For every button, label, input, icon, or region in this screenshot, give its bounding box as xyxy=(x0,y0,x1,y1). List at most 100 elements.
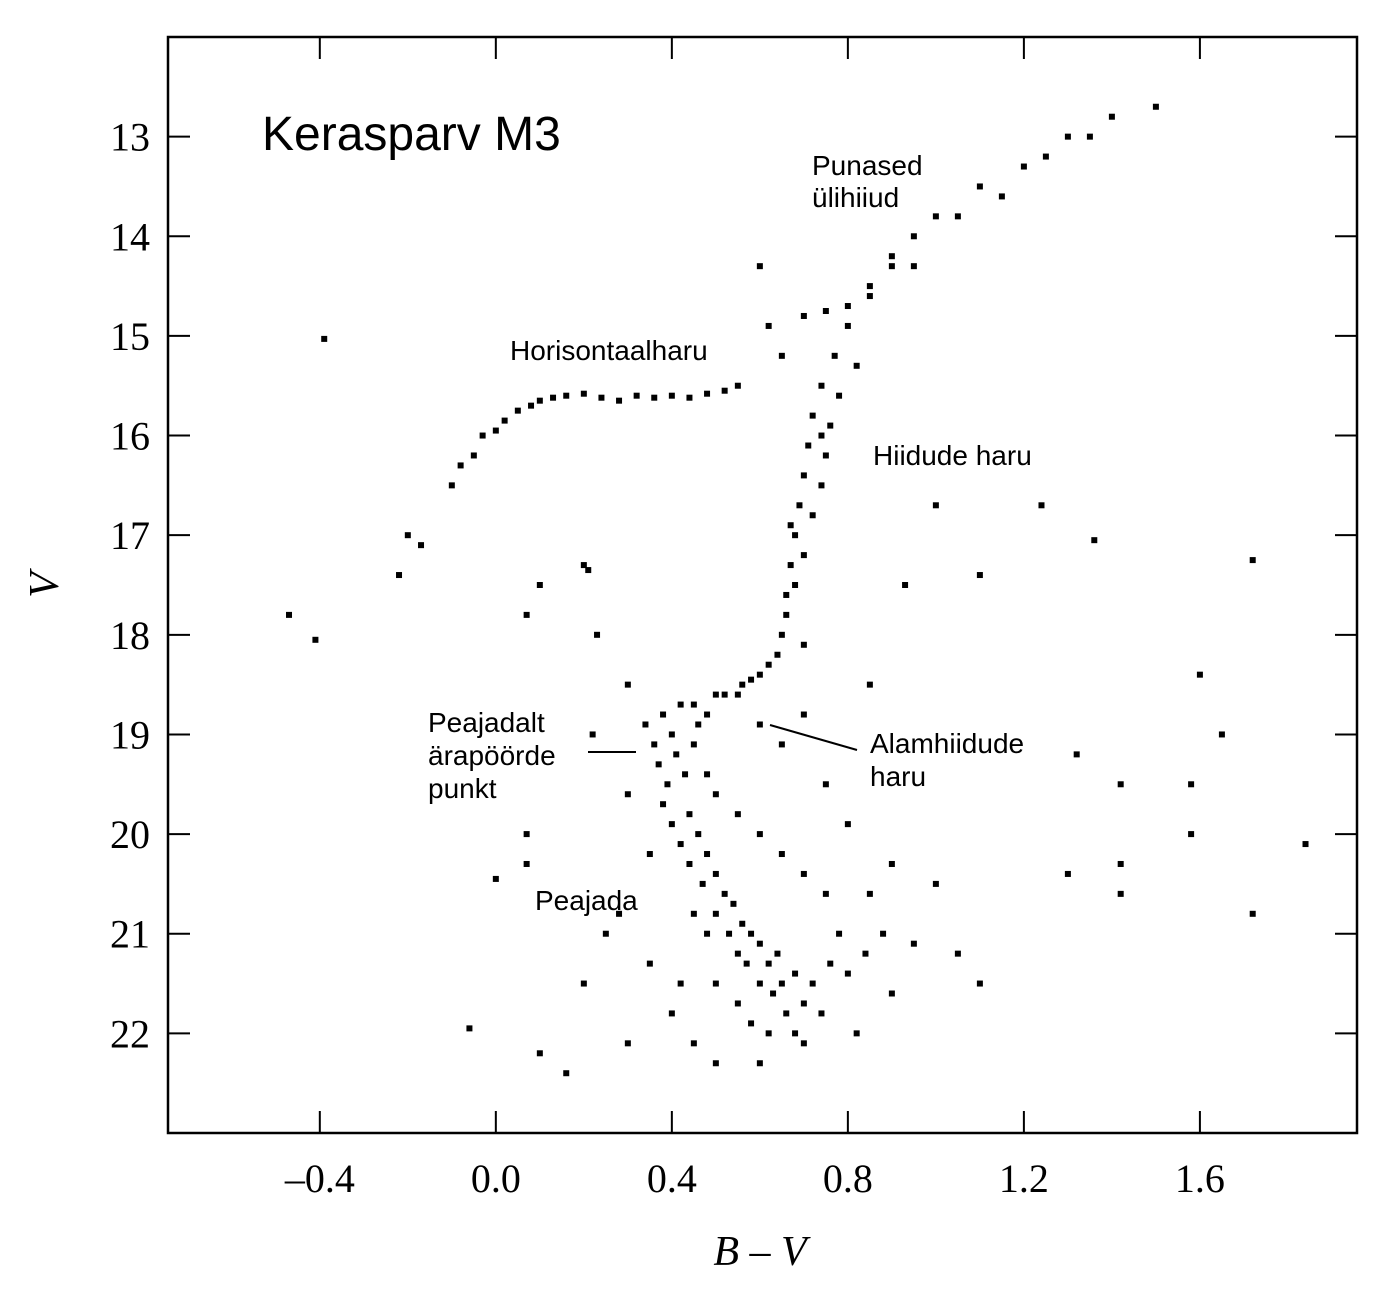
star-point xyxy=(598,394,605,401)
x-tick-label: 0.4 xyxy=(647,1156,697,1201)
star-point xyxy=(448,482,455,489)
star-point xyxy=(822,890,829,897)
star-point xyxy=(853,1030,860,1037)
star-point xyxy=(783,1010,790,1017)
y-tick-label: 13 xyxy=(110,115,150,160)
star-point xyxy=(470,452,477,459)
star-point xyxy=(800,312,807,319)
star-point xyxy=(756,721,763,728)
star-point xyxy=(765,1030,772,1037)
star-point xyxy=(748,676,755,683)
x-tick-label: 1.2 xyxy=(999,1156,1049,1201)
star-point xyxy=(677,841,684,848)
star-point xyxy=(800,552,807,559)
star-point xyxy=(492,875,499,882)
star-point xyxy=(646,851,653,858)
star-point xyxy=(1152,103,1159,110)
star-point xyxy=(1302,841,1309,848)
star-point xyxy=(778,352,785,359)
star-point xyxy=(734,382,741,389)
star-point xyxy=(580,980,587,987)
star-point xyxy=(783,591,790,598)
star-point xyxy=(704,930,711,937)
star-point xyxy=(651,741,658,748)
star-point xyxy=(774,651,781,658)
star-point xyxy=(800,1000,807,1007)
star-point xyxy=(712,1060,719,1067)
star-point xyxy=(888,253,895,260)
star-point xyxy=(809,980,816,987)
star-point xyxy=(528,402,535,409)
annotation: Punased xyxy=(812,150,923,181)
star-point xyxy=(809,412,816,419)
star-point xyxy=(976,980,983,987)
annotation: Hiidude haru xyxy=(873,440,1032,471)
star-point xyxy=(563,1070,570,1077)
star-point xyxy=(690,910,697,917)
star-point xyxy=(589,731,596,738)
star-point xyxy=(1020,163,1027,170)
star-point xyxy=(862,950,869,957)
star-point xyxy=(668,731,675,738)
star-point xyxy=(686,394,693,401)
star-point xyxy=(818,482,825,489)
annotation: Alamhiidude xyxy=(870,728,1024,759)
star-point xyxy=(536,1050,543,1057)
star-point xyxy=(734,1000,741,1007)
y-tick-label: 20 xyxy=(110,812,150,857)
star-point xyxy=(633,392,640,399)
star-point xyxy=(792,582,799,588)
star-point xyxy=(831,352,838,359)
star-point xyxy=(616,397,623,404)
star-point xyxy=(932,213,939,220)
star-point xyxy=(721,890,728,897)
star-point xyxy=(616,910,623,917)
chart-title: Kerasparv M3 xyxy=(262,108,561,161)
star-point xyxy=(756,940,763,947)
star-point xyxy=(668,1010,675,1017)
star-point xyxy=(312,636,319,643)
star-point xyxy=(686,860,693,867)
star-point xyxy=(765,661,772,668)
star-point xyxy=(686,811,693,818)
star-point xyxy=(580,562,587,569)
star-point xyxy=(954,213,961,220)
star-point xyxy=(770,990,777,997)
star-point xyxy=(1249,557,1256,564)
star-point xyxy=(748,1020,755,1027)
star-point xyxy=(1091,537,1098,544)
star-point xyxy=(404,532,411,539)
star-point xyxy=(805,442,812,449)
star-point xyxy=(800,870,807,877)
star-point xyxy=(844,322,851,329)
star-point xyxy=(1117,890,1124,897)
star-point xyxy=(624,681,631,688)
star-point xyxy=(492,427,499,434)
star-point xyxy=(756,980,763,987)
star-point xyxy=(677,980,684,987)
annotation-pointer xyxy=(769,724,858,751)
star-point xyxy=(1042,153,1049,160)
star-point xyxy=(585,567,592,574)
star-point xyxy=(734,950,741,957)
star-point xyxy=(844,303,851,310)
star-point xyxy=(690,1040,697,1047)
star-point xyxy=(827,422,834,429)
star-point xyxy=(800,641,807,648)
y-tick-label: 14 xyxy=(110,214,150,259)
star-point xyxy=(765,322,772,329)
star-point xyxy=(800,472,807,479)
star-point xyxy=(743,960,750,967)
star-point xyxy=(695,721,702,728)
star-point xyxy=(712,910,719,917)
star-point xyxy=(1064,870,1071,877)
y-tick-label: 16 xyxy=(110,414,150,459)
star-point xyxy=(660,801,667,808)
star-point xyxy=(695,831,702,838)
x-tick-label: 0.0 xyxy=(471,1156,521,1201)
star-point xyxy=(822,452,829,459)
star-point xyxy=(1064,133,1071,140)
star-point xyxy=(792,532,799,539)
x-tick-label: 1.6 xyxy=(1175,1156,1225,1201)
